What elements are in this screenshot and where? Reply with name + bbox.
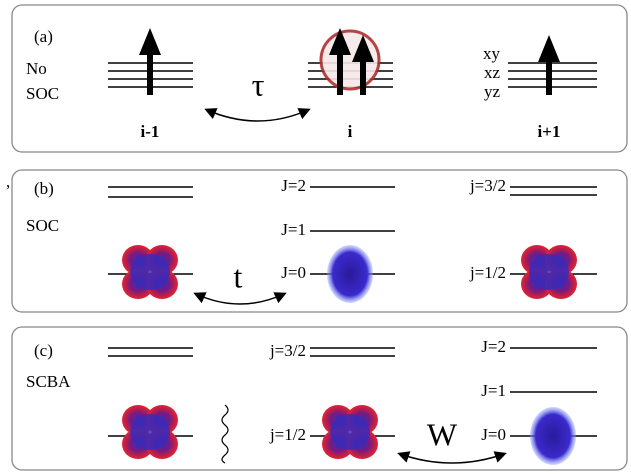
level-label: J=1 xyxy=(281,220,306,239)
orbital-shape xyxy=(322,405,378,459)
singlet-shape xyxy=(530,407,576,465)
orbital-shape xyxy=(122,405,178,459)
singlet-shape xyxy=(327,245,373,303)
site-label: i+1 xyxy=(538,122,561,141)
level-label: j=1/2 xyxy=(469,263,506,282)
panel-name: No xyxy=(26,59,47,78)
panel-a xyxy=(11,4,628,153)
site-label: i xyxy=(348,122,353,141)
panel-name: SCBA xyxy=(26,372,71,391)
panel-label: (a) xyxy=(34,27,53,46)
panel-label: (b) xyxy=(34,179,54,198)
level-label: j=1/2 xyxy=(269,425,306,444)
hopping: t xyxy=(234,258,243,294)
level-label: J=0 xyxy=(481,425,506,444)
level-label: J=2 xyxy=(281,176,306,195)
wavy-line xyxy=(221,404,229,464)
hop-arrow xyxy=(204,108,311,122)
orbital-label: yz xyxy=(484,82,501,101)
site-label: i-1 xyxy=(141,122,160,141)
orbital-shape xyxy=(122,245,178,299)
panel-name: SOC xyxy=(26,84,59,103)
level-label: j=3/2 xyxy=(269,341,306,360)
panel-name: SOC xyxy=(26,216,59,235)
hop-arrow xyxy=(193,292,287,305)
hopping: W xyxy=(427,416,458,452)
level-label: J=0 xyxy=(281,263,306,282)
orbital-label: xz xyxy=(484,63,501,82)
level-label: J=2 xyxy=(481,337,506,356)
orbital-label: xy xyxy=(483,44,501,63)
level-label: j=3/2 xyxy=(469,176,506,195)
stray-mark: , xyxy=(6,172,10,191)
orbital-shape xyxy=(521,245,577,299)
spins xyxy=(139,28,560,95)
panel-c xyxy=(11,326,628,471)
hopping: τ xyxy=(252,66,265,102)
level-label: J=1 xyxy=(481,381,506,400)
panel-label: (c) xyxy=(34,341,53,360)
hop-arrow xyxy=(397,451,507,464)
panel-b xyxy=(11,169,628,313)
